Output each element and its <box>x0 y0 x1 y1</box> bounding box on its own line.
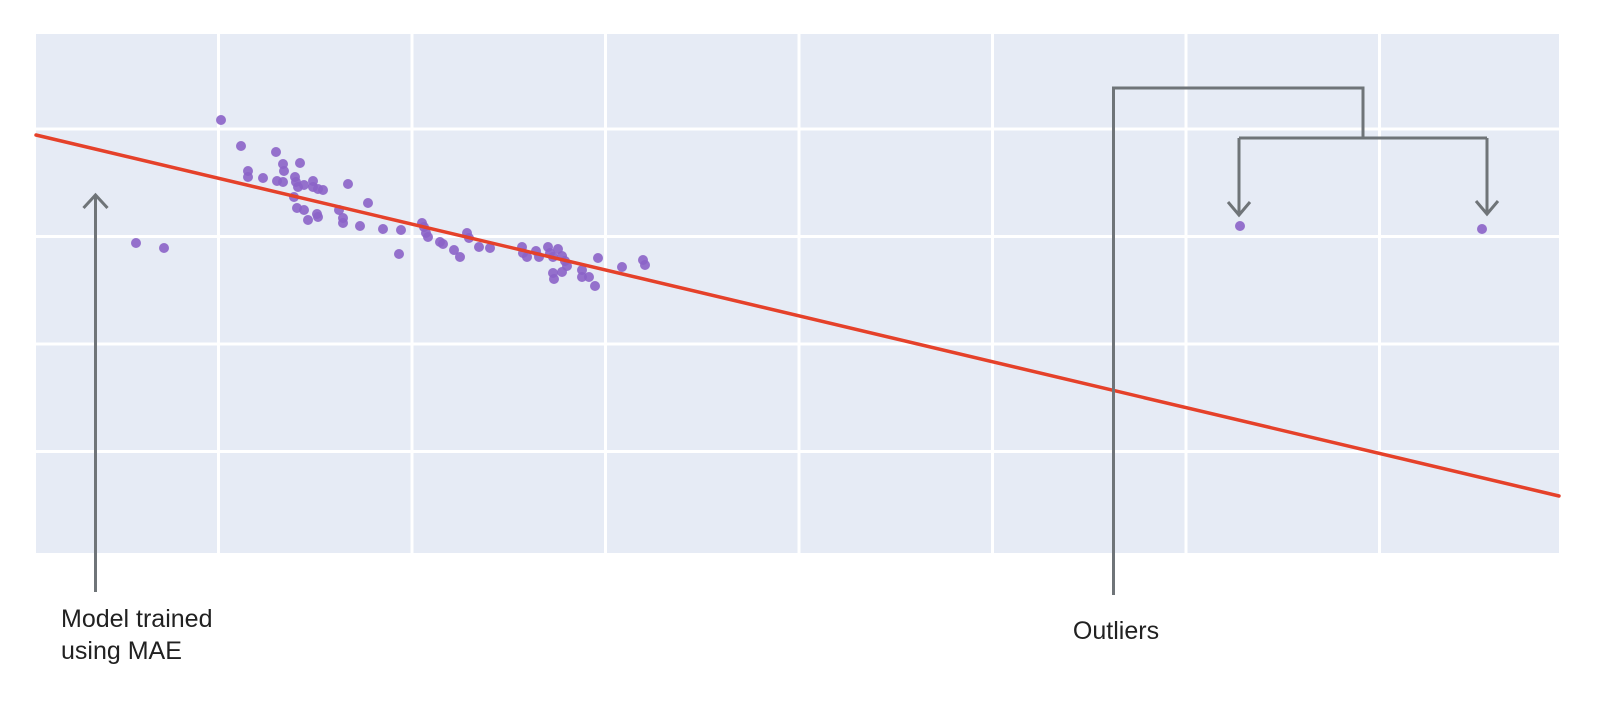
outliers-annotation-label: Outliers <box>1072 617 1160 645</box>
scatter-point <box>394 249 404 259</box>
scatter-point <box>449 245 459 255</box>
arrowhead-down-icon <box>1226 201 1252 218</box>
scatter-point <box>318 185 328 195</box>
scatter-point <box>423 232 433 242</box>
scatter-point <box>313 212 323 222</box>
grid-lines <box>36 34 1559 553</box>
mae-annotation-line1: Model trained <box>61 605 213 633</box>
scatter-point <box>577 272 587 282</box>
scatter-point <box>343 179 353 189</box>
scatter-point <box>159 243 169 253</box>
scatter-point <box>258 173 268 183</box>
scatter-point <box>278 177 288 187</box>
scatter-point <box>577 265 587 275</box>
scatter-point <box>590 281 600 291</box>
scatter-point <box>455 252 465 262</box>
outliers-bracket-stem <box>1112 86 1365 595</box>
scatter-point <box>584 272 594 282</box>
scatter-point <box>363 198 373 208</box>
scatter-point <box>299 205 309 215</box>
scatter-point <box>617 262 627 272</box>
scatter-point <box>295 158 305 168</box>
scatter-point <box>216 115 226 125</box>
scatter-point <box>236 141 246 151</box>
scatter-point <box>279 166 289 176</box>
scatter-point <box>438 239 448 249</box>
scatter-points <box>131 115 650 291</box>
scatter-point <box>1477 224 1487 234</box>
scatter-point <box>338 218 348 228</box>
regression-fit-line <box>34 133 1561 498</box>
mae-annotation-line2: using MAE <box>61 637 182 665</box>
outlier-points <box>1235 221 1487 234</box>
mae-annotation-label: Model trained using MAE <box>61 603 212 667</box>
scatter-point <box>396 225 406 235</box>
scatter-point <box>1235 221 1245 231</box>
annotation-lines <box>82 86 1500 595</box>
arrowhead-up-icon <box>82 192 109 210</box>
scatter-point <box>303 215 313 225</box>
scatter-point <box>522 252 532 262</box>
scatter-point <box>378 224 388 234</box>
scatter-point <box>640 260 650 270</box>
scatter-point <box>131 238 141 248</box>
scatter-point <box>243 172 253 182</box>
scatter-point <box>549 274 559 284</box>
arrowhead-down-icon <box>1474 200 1500 217</box>
scatter-point <box>485 243 495 253</box>
scatter-point <box>593 253 603 263</box>
scatter-point <box>557 267 567 277</box>
scatter-point <box>474 242 484 252</box>
scatter-point <box>299 180 309 190</box>
scatter-point <box>355 221 365 231</box>
scatter-point <box>271 147 281 157</box>
